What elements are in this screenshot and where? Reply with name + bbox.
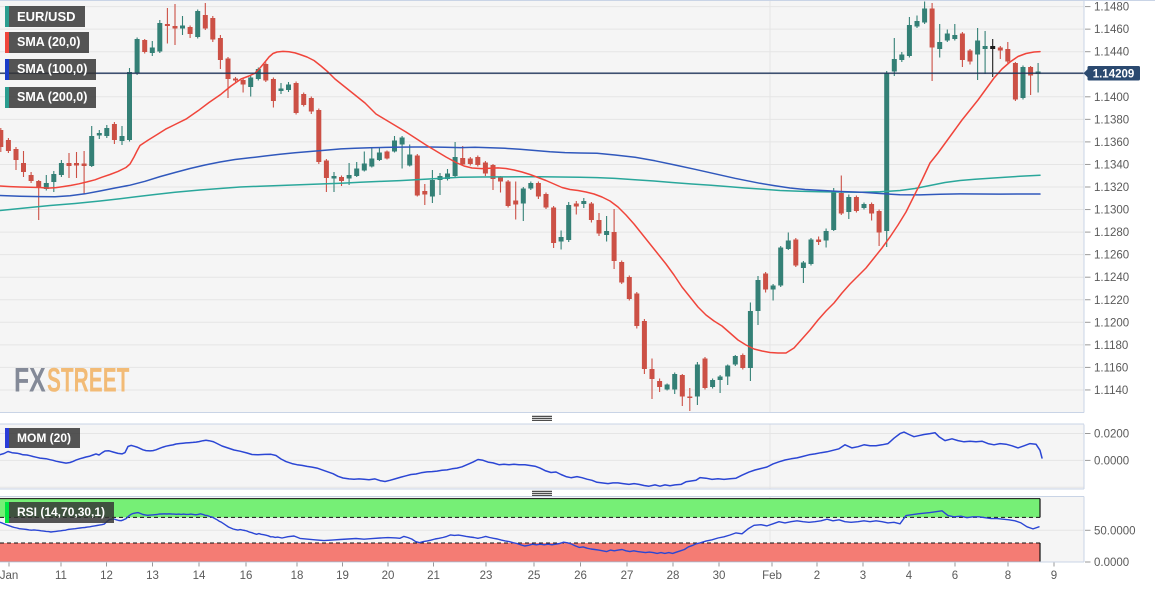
- svg-text:1.1480: 1.1480: [1094, 2, 1129, 14]
- svg-text:23: 23: [480, 570, 493, 582]
- svg-text:20: 20: [382, 570, 395, 582]
- svg-text:16: 16: [240, 570, 253, 582]
- svg-text:STREET: STREET: [47, 360, 129, 399]
- svg-text:13: 13: [146, 570, 159, 582]
- svg-text:1.1220: 1.1220: [1094, 295, 1129, 307]
- svg-text:1.1260: 1.1260: [1094, 250, 1129, 262]
- svg-text:1.1180: 1.1180: [1094, 340, 1128, 352]
- svg-text:11: 11: [55, 570, 67, 582]
- svg-text:1.14209: 1.14209: [1093, 68, 1135, 80]
- svg-text:50.0000: 50.0000: [1094, 525, 1136, 537]
- svg-text:Jan: Jan: [0, 570, 18, 582]
- svg-text:30: 30: [713, 570, 726, 582]
- svg-text:1.1440: 1.1440: [1094, 47, 1129, 59]
- svg-text:1.1140: 1.1140: [1094, 385, 1128, 397]
- svg-text:1.1460: 1.1460: [1094, 24, 1129, 36]
- svg-text:3: 3: [860, 570, 866, 582]
- svg-text:14: 14: [193, 570, 206, 582]
- svg-text:1.1360: 1.1360: [1094, 137, 1129, 149]
- svg-text:2: 2: [814, 570, 820, 582]
- svg-text:FX: FX: [14, 362, 46, 400]
- svg-text:0.0200: 0.0200: [1094, 429, 1129, 441]
- svg-text:8: 8: [1005, 570, 1011, 582]
- svg-text:1.1300: 1.1300: [1094, 205, 1129, 217]
- svg-text:1.1240: 1.1240: [1094, 272, 1129, 284]
- svg-text:1.1280: 1.1280: [1094, 227, 1129, 239]
- svg-text:6: 6: [952, 570, 958, 582]
- svg-text:12: 12: [100, 570, 113, 582]
- svg-text:25: 25: [528, 570, 541, 582]
- svg-text:19: 19: [336, 570, 349, 582]
- svg-text:1.1340: 1.1340: [1094, 159, 1129, 171]
- svg-text:9: 9: [1051, 570, 1057, 582]
- svg-text:0.0000: 0.0000: [1094, 557, 1129, 569]
- svg-text:18: 18: [291, 570, 304, 582]
- svg-text:1.1400: 1.1400: [1094, 92, 1129, 104]
- svg-text:26: 26: [574, 570, 587, 582]
- svg-text:4: 4: [906, 570, 913, 582]
- svg-text:Feb: Feb: [762, 570, 782, 582]
- svg-text:28: 28: [667, 570, 680, 582]
- svg-text:1.1320: 1.1320: [1094, 182, 1129, 194]
- svg-text:27: 27: [621, 570, 634, 582]
- svg-text:1.1160: 1.1160: [1094, 362, 1128, 374]
- svg-text:21: 21: [427, 570, 440, 582]
- svg-text:1.1380: 1.1380: [1094, 114, 1129, 126]
- svg-text:0.0000: 0.0000: [1094, 455, 1129, 467]
- svg-text:1.1200: 1.1200: [1094, 317, 1129, 329]
